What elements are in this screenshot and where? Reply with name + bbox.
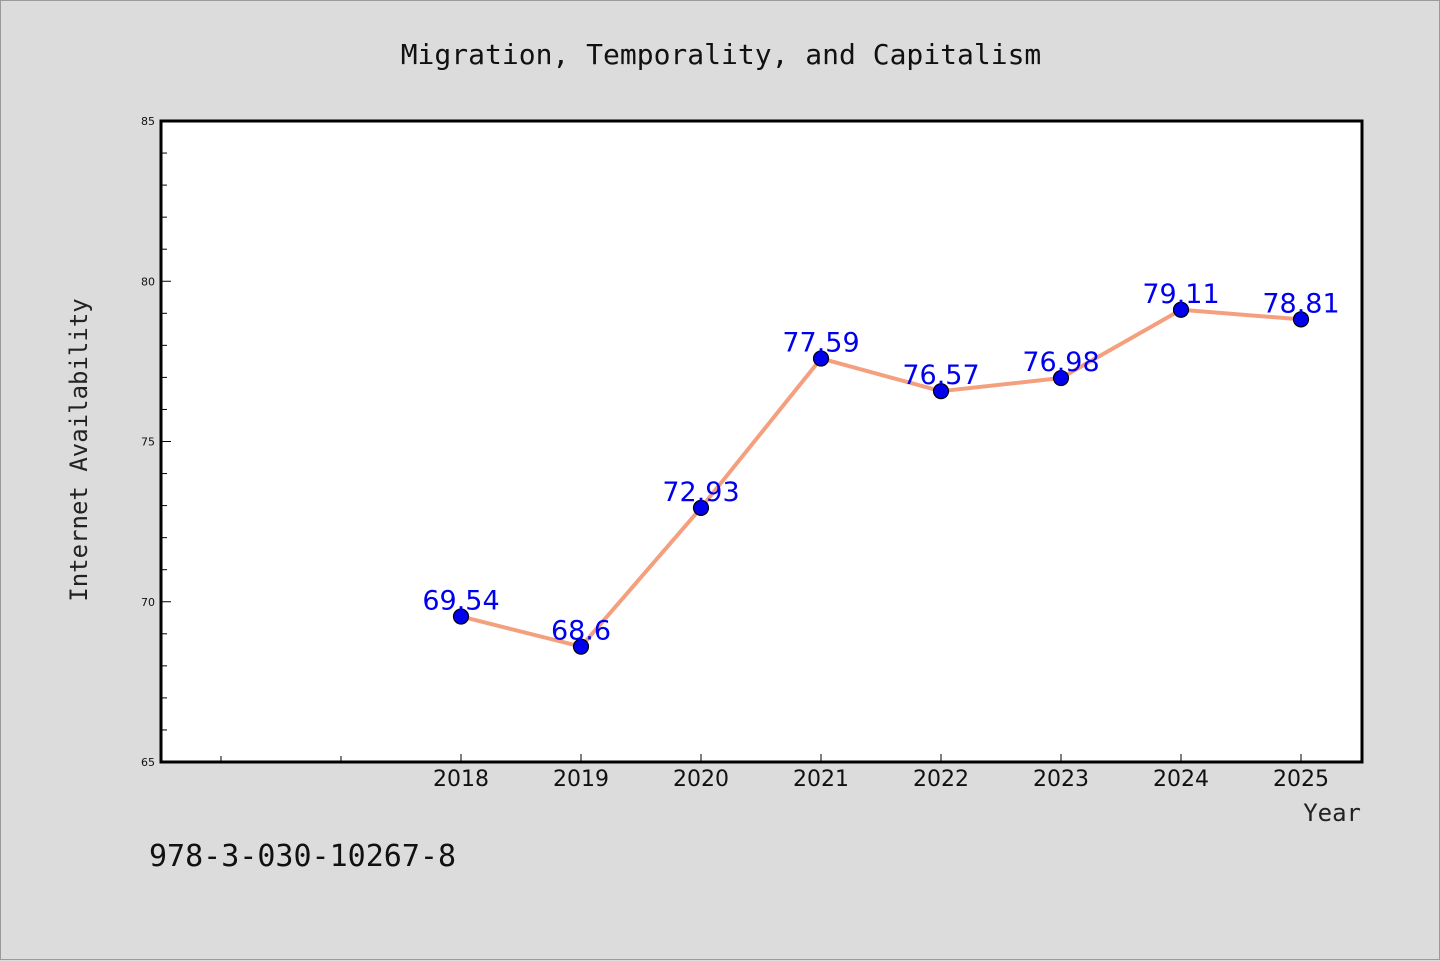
x-tick-label: 2024 [1153, 767, 1209, 792]
y-tick-label: 80 [141, 275, 155, 288]
data-point [932, 383, 950, 400]
x-tick-label: 2023 [1033, 767, 1089, 792]
y-tick-label: 75 [141, 436, 155, 449]
x-tick-label: 2025 [1273, 767, 1329, 792]
x-tick-label: 2019 [553, 767, 609, 792]
data-label: 77.59 [782, 327, 859, 358]
x-tick-label: 2018 [433, 767, 489, 792]
data-point [452, 608, 470, 625]
chart-title: Migration, Temporality, and Capitalism [401, 38, 1042, 71]
y-tick-label: 70 [141, 596, 155, 609]
data-point [1292, 311, 1310, 328]
data-label: 78.81 [1262, 288, 1339, 319]
x-tick-label: 2020 [673, 767, 729, 792]
x-tick-label: 2021 [793, 767, 849, 792]
data-label: 76.98 [1022, 347, 1099, 378]
data-label: 72.93 [662, 477, 739, 508]
plot-area [159, 119, 1364, 764]
data-point [1052, 369, 1070, 387]
x-axis-label: Year [1303, 799, 1361, 827]
footnote-isbn: 978-3-030-10267-8 [149, 839, 456, 874]
data-point [572, 638, 590, 655]
x-tick-label: 2022 [913, 767, 969, 792]
data-point [812, 350, 830, 367]
data-point [1172, 301, 1190, 318]
series-line [459, 307, 1303, 649]
y-tick-label: 65 [141, 756, 155, 769]
y-axis-ticks: 65 70 75 80 85 [141, 115, 171, 769]
series-line-group: 69.54 68.6 72.93 77.59 76.57 76.98 79.11 78.81 [422, 279, 1340, 655]
data-label: 69.54 [422, 585, 499, 616]
data-label: 76.57 [902, 360, 979, 391]
data-label: 68.6 [551, 616, 611, 647]
y-axis-label: Internet Availability [65, 298, 93, 601]
data-label: 79.11 [1142, 279, 1219, 310]
data-point [692, 499, 710, 516]
y-tick-label: 85 [141, 115, 155, 128]
x-axis-ticks: 2018 2019 2020 2021 2022 2023 2024 2025 [220, 754, 1329, 792]
